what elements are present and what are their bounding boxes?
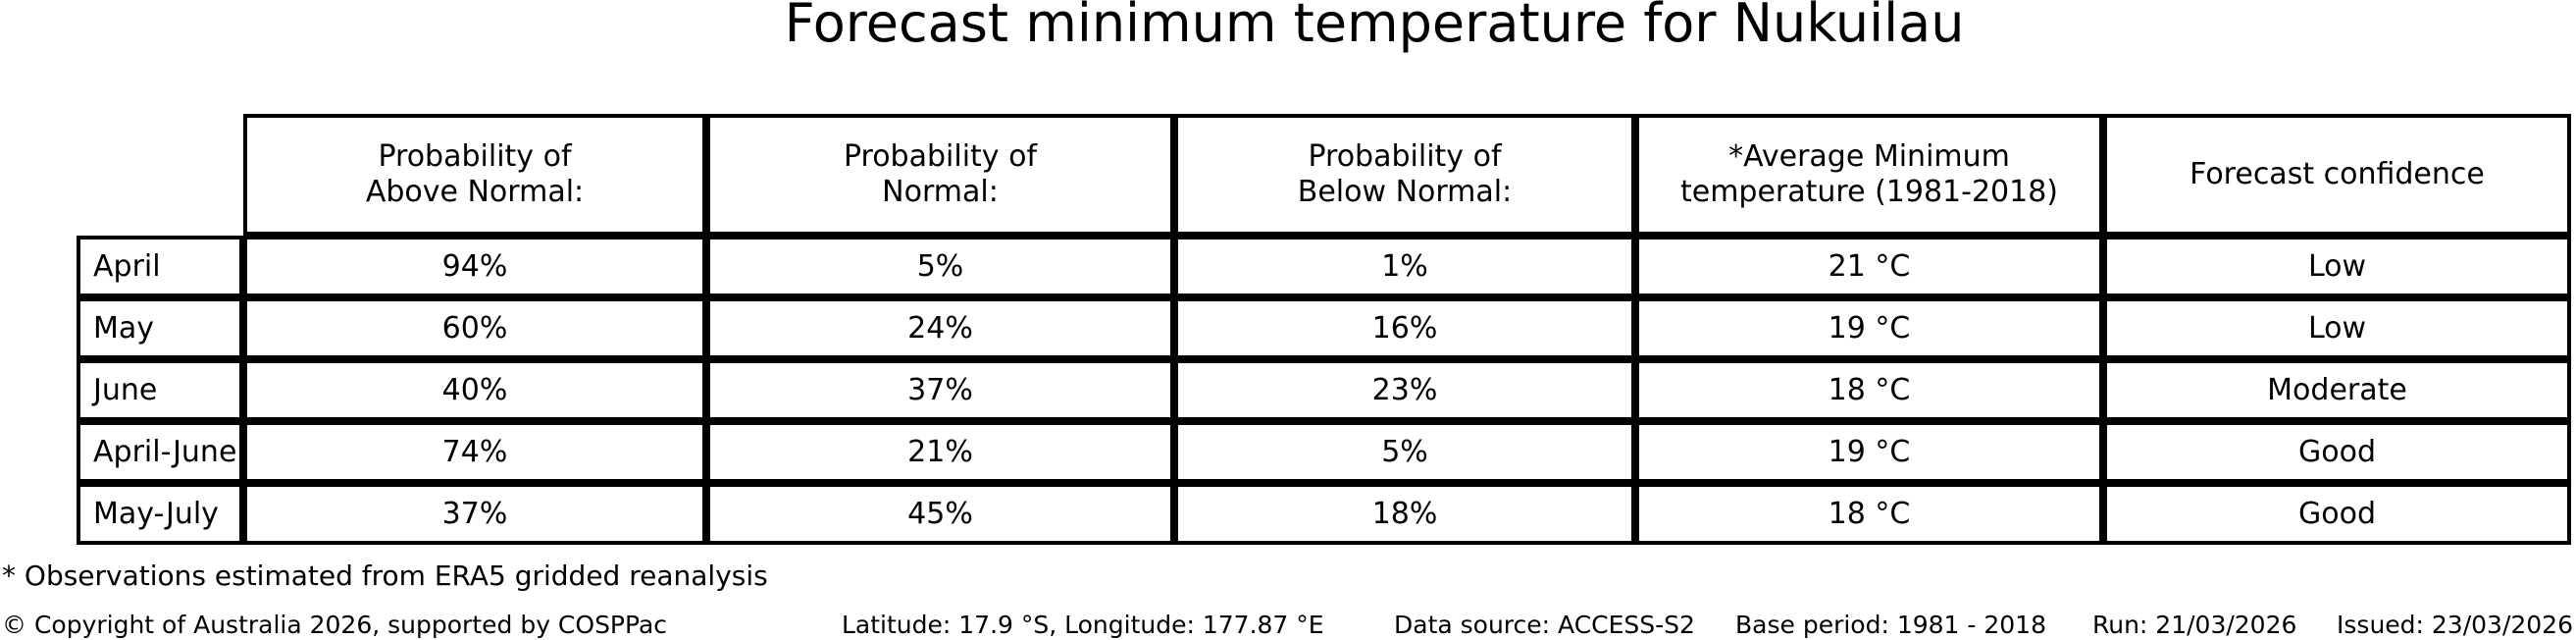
cell-may-above-normal: 60% <box>243 297 706 359</box>
col-header-average-minimum-temperature: *Average Minimum temperature (1981-2018) <box>1635 114 2103 236</box>
data-source-text: Data source: ACCESS-S2 <box>1394 611 1695 639</box>
forecast-table: Probability of Above Normal: Probability… <box>77 114 2571 545</box>
cell-may-july-avg-min-temp: 18 °C <box>1635 483 2103 545</box>
cell-may-july-normal: 45% <box>706 483 1174 545</box>
cell-may-normal: 24% <box>706 297 1174 359</box>
copyright-text: © Copyright of Australia 2026, supported… <box>2 611 668 639</box>
cell-may-july-above-normal: 37% <box>243 483 706 545</box>
cell-may-confidence: Low <box>2103 297 2571 359</box>
cell-april-june-below-normal: 5% <box>1174 421 1635 483</box>
cell-may-below-normal: 16% <box>1174 297 1635 359</box>
cell-june-avg-min-temp: 18 °C <box>1635 359 2103 421</box>
cell-april-confidence: Low <box>2103 236 2571 297</box>
row-label-april-june: April-June <box>77 421 243 483</box>
col-header-below-normal: Probability of Below Normal: <box>1174 114 1635 236</box>
page-title: Forecast minimum temperature for Nukuila… <box>784 0 1965 54</box>
cell-june-normal: 37% <box>706 359 1174 421</box>
cell-april-normal: 5% <box>706 236 1174 297</box>
row-label-may-july: May-July <box>77 483 243 545</box>
col-header-above-normal: Probability of Above Normal: <box>243 114 706 236</box>
cell-april-above-normal: 94% <box>243 236 706 297</box>
footnote-era5: * Observations estimated from ERA5 gridd… <box>2 560 768 592</box>
cell-april-avg-min-temp: 21 °C <box>1635 236 2103 297</box>
base-period-text: Base period: 1981 - 2018 <box>1735 611 2046 639</box>
cell-june-below-normal: 23% <box>1174 359 1635 421</box>
cell-june-confidence: Moderate <box>2103 359 2571 421</box>
row-label-april: April <box>77 236 243 297</box>
col-header-normal: Probability of Normal: <box>706 114 1174 236</box>
cell-april-june-above-normal: 74% <box>243 421 706 483</box>
cell-april-below-normal: 1% <box>1174 236 1635 297</box>
col-header-forecast-confidence: Forecast confidence <box>2103 114 2571 236</box>
cell-june-above-normal: 40% <box>243 359 706 421</box>
cell-may-july-confidence: Good <box>2103 483 2571 545</box>
cell-april-june-avg-min-temp: 19 °C <box>1635 421 2103 483</box>
run-date-text: Run: 21/03/2026 <box>2092 611 2297 639</box>
cell-may-avg-min-temp: 19 °C <box>1635 297 2103 359</box>
cell-may-july-below-normal: 18% <box>1174 483 1635 545</box>
row-label-june: June <box>77 359 243 421</box>
table-corner-blank <box>77 114 243 236</box>
cell-april-june-normal: 21% <box>706 421 1174 483</box>
cell-april-june-confidence: Good <box>2103 421 2571 483</box>
issued-date-text: Issued: 23/03/2026 <box>2337 611 2573 639</box>
location-text: Latitude: 17.9 °S, Longitude: 177.87 °E <box>842 611 1324 639</box>
row-label-may: May <box>77 297 243 359</box>
